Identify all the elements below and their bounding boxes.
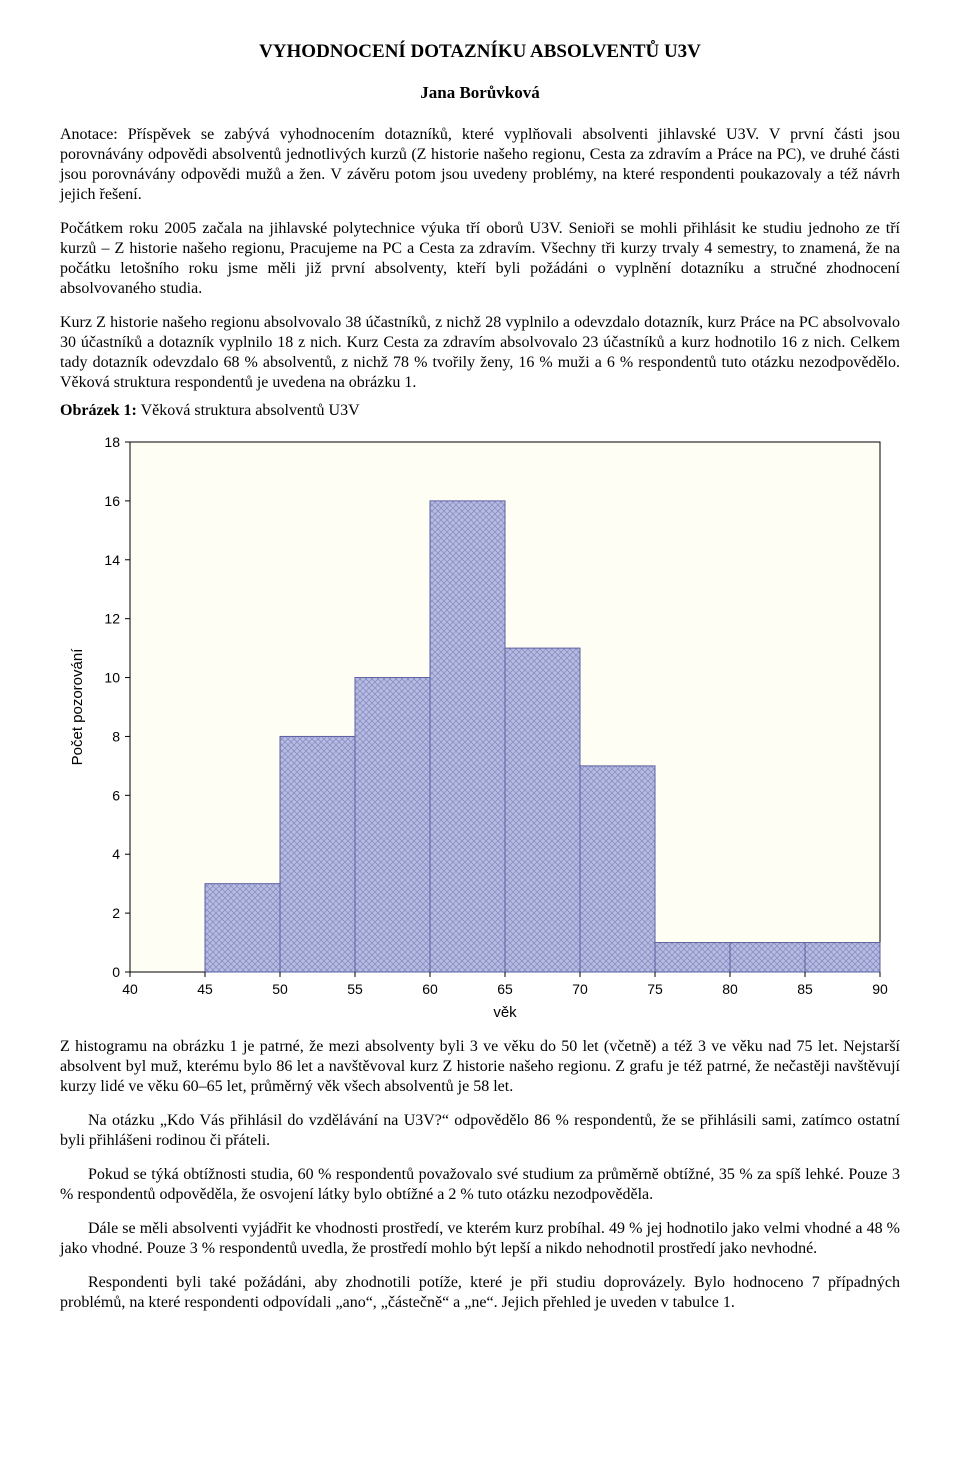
body-paragraph: Respondenti byli také požádáni, aby zhod…: [60, 1273, 900, 1313]
svg-text:65: 65: [497, 981, 513, 997]
svg-text:85: 85: [797, 981, 813, 997]
figure-caption-text: Věková struktura absolventů U3V: [137, 402, 360, 419]
svg-text:80: 80: [722, 981, 738, 997]
svg-text:75: 75: [647, 981, 663, 997]
svg-text:8: 8: [112, 728, 120, 744]
svg-text:Počet pozorování: Počet pozorování: [69, 648, 86, 766]
svg-text:14: 14: [104, 552, 120, 568]
svg-text:55: 55: [347, 981, 363, 997]
body-paragraph: Dále se měli absolventi vyjádřit ke vhod…: [60, 1219, 900, 1259]
author-name: Jana Borůvková: [420, 83, 540, 102]
svg-text:0: 0: [112, 964, 120, 980]
svg-text:16: 16: [104, 493, 120, 509]
svg-text:10: 10: [104, 670, 120, 686]
svg-text:6: 6: [112, 787, 120, 803]
svg-text:50: 50: [272, 981, 288, 997]
figure-caption: Obrázek 1: Věková struktura absolventů U…: [60, 401, 900, 421]
svg-text:45: 45: [197, 981, 213, 997]
svg-text:12: 12: [104, 611, 120, 627]
svg-text:70: 70: [572, 981, 588, 997]
svg-text:40: 40: [122, 981, 138, 997]
histogram-svg: 0 2 4 6 8 10 12 14 16 18 40 45 50 55 60 65 70 75 80 85 90 věk…: [60, 427, 900, 1027]
author: Jana Borůvková: [60, 82, 900, 103]
annotation-paragraph: Anotace: Příspěvek se zabývá vyhodnocení…: [60, 125, 900, 205]
svg-text:2: 2: [112, 905, 120, 921]
body-paragraph: Kurz Z historie našeho regionu absolvova…: [60, 313, 900, 393]
body-paragraph: Z histogramu na obrázku 1 je patrné, že …: [60, 1037, 900, 1097]
svg-text:90: 90: [872, 981, 888, 997]
title-text: VYHODNOCENÍ DOTAZNÍKU ABSOLVENTŮ U3V: [259, 41, 701, 62]
svg-text:věk: věk: [493, 1004, 517, 1021]
svg-text:60: 60: [422, 981, 438, 997]
body-paragraph: Na otázku „Kdo Vás přihlásil do vzdělává…: [60, 1111, 900, 1151]
histogram-chart: 0 2 4 6 8 10 12 14 16 18 40 45 50 55 60 65 70 75 80 85 90 věk…: [60, 427, 900, 1033]
page-title: VYHODNOCENÍ DOTAZNÍKU ABSOLVENTŮ U3V: [60, 40, 900, 64]
body-paragraph: Pokud se týká obtížnosti studia, 60 % re…: [60, 1165, 900, 1205]
body-paragraph: Počátkem roku 2005 začala na jihlavské p…: [60, 219, 900, 299]
svg-text:18: 18: [104, 434, 120, 450]
figure-label: Obrázek 1:: [60, 402, 137, 419]
svg-text:4: 4: [112, 846, 120, 862]
